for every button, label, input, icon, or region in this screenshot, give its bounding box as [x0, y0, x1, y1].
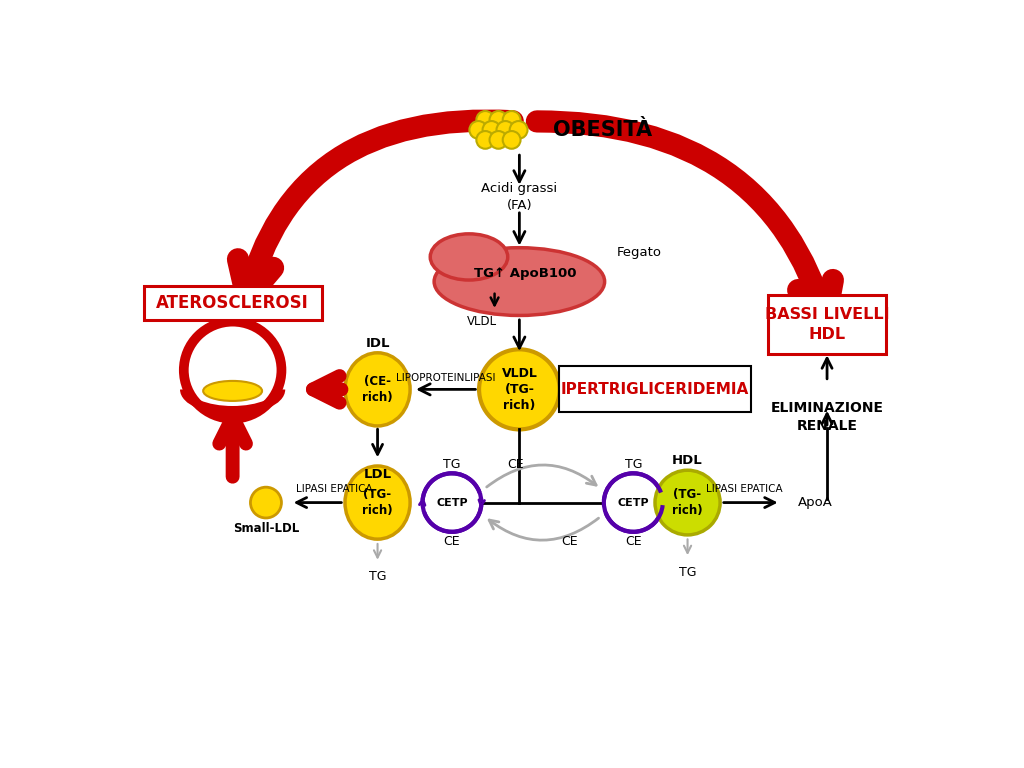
Circle shape [503, 111, 520, 129]
Text: LIPOPROTEINLIPASI: LIPOPROTEINLIPASI [396, 372, 496, 382]
FancyArrowPatch shape [238, 121, 513, 299]
Text: CE: CE [443, 535, 460, 548]
Circle shape [503, 131, 520, 149]
Circle shape [604, 473, 663, 531]
Circle shape [489, 131, 507, 149]
Text: OBESITÀ: OBESITÀ [553, 120, 652, 140]
Text: Small-LDL: Small-LDL [232, 522, 299, 535]
Circle shape [476, 131, 495, 149]
Text: CE: CE [561, 535, 579, 548]
Text: (TG-
rich): (TG- rich) [672, 488, 702, 517]
Circle shape [251, 487, 282, 518]
Text: ATEROSCLEROSI: ATEROSCLEROSI [157, 294, 309, 312]
Circle shape [469, 121, 487, 139]
Circle shape [183, 322, 282, 419]
Text: CETP: CETP [617, 498, 649, 508]
Text: HDL: HDL [672, 454, 702, 467]
Ellipse shape [430, 233, 508, 280]
Circle shape [497, 121, 514, 139]
Text: CE: CE [625, 535, 642, 548]
Text: TG: TG [625, 458, 642, 471]
Circle shape [510, 121, 527, 139]
Circle shape [655, 470, 720, 535]
Text: ApoA: ApoA [799, 496, 834, 509]
Text: (TG-
rich): (TG- rich) [362, 488, 393, 517]
Text: LIPASI EPATICA: LIPASI EPATICA [706, 485, 782, 495]
Text: LIPASI EPATICA: LIPASI EPATICA [296, 485, 373, 495]
Circle shape [476, 111, 495, 129]
Text: IPERTRIGLICERIDEMIA: IPERTRIGLICERIDEMIA [561, 382, 750, 397]
Text: IDL: IDL [366, 336, 390, 349]
Circle shape [479, 349, 560, 429]
Ellipse shape [345, 466, 410, 539]
Circle shape [423, 473, 481, 531]
Text: Fegato: Fegato [616, 246, 662, 259]
FancyBboxPatch shape [143, 286, 322, 320]
Ellipse shape [434, 248, 604, 316]
Text: ELIMINAZIONE
RENALE: ELIMINAZIONE RENALE [770, 401, 884, 433]
Text: TG↑ ApoB100: TG↑ ApoB100 [474, 267, 577, 280]
FancyBboxPatch shape [559, 366, 751, 412]
Text: LDL: LDL [364, 468, 391, 481]
Text: BASSI LIVELLI
HDL: BASSI LIVELLI HDL [765, 307, 890, 342]
Ellipse shape [345, 353, 410, 426]
Text: CETP: CETP [436, 498, 468, 508]
Ellipse shape [203, 381, 262, 401]
Text: VLDL
(TG-
rich): VLDL (TG- rich) [502, 367, 538, 412]
Text: TG: TG [369, 571, 386, 584]
Text: Acidi grassi
(FA): Acidi grassi (FA) [481, 182, 557, 212]
Text: TG: TG [679, 566, 696, 579]
Text: VLDL: VLDL [467, 315, 498, 328]
Text: (CE-
rich): (CE- rich) [362, 375, 393, 404]
Text: TG: TG [443, 458, 461, 471]
FancyBboxPatch shape [768, 296, 886, 354]
FancyArrowPatch shape [537, 121, 833, 319]
Circle shape [482, 121, 501, 139]
Circle shape [489, 111, 507, 129]
Text: CE: CE [507, 458, 524, 471]
